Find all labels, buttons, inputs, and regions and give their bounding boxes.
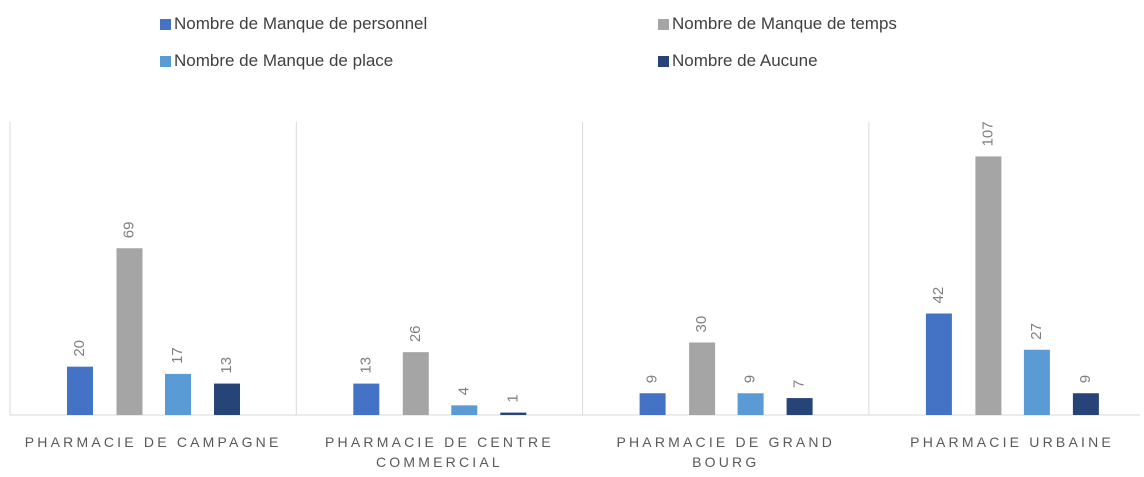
bar (116, 248, 143, 415)
bar (451, 405, 478, 415)
bar (737, 393, 764, 415)
data-label: 30 (693, 316, 710, 333)
legend-item: Nombre de Manque de place (160, 51, 393, 71)
data-label: 27 (1028, 323, 1045, 340)
legend-swatch (658, 55, 669, 67)
bar (353, 383, 380, 415)
bar (975, 156, 1002, 415)
bar (165, 373, 191, 415)
data-label: 42 (930, 287, 947, 304)
data-label: 9 (1077, 375, 1094, 383)
bar (786, 398, 813, 415)
data-label: 7 (791, 380, 808, 388)
x-tick-label: PHARMACIE URBAINE (910, 434, 1114, 450)
bar (639, 393, 666, 415)
x-tick-label: PHARMACIE DE CENTRE COMMERCIAL (325, 434, 554, 470)
legend-item: Nombre de Aucune (658, 51, 818, 71)
data-label: 4 (455, 387, 472, 395)
data-label: 13 (357, 357, 374, 374)
bar (402, 352, 429, 415)
data-label: 69 (120, 222, 137, 239)
data-label: 107 (979, 121, 996, 146)
bar (500, 412, 527, 415)
legend-item: Nombre de Manque de personnel (160, 14, 427, 34)
data-label: 13 (218, 357, 235, 374)
bar (1072, 393, 1099, 415)
bar (689, 342, 716, 415)
data-label: 17 (169, 347, 186, 364)
data-label: 9 (742, 375, 759, 383)
x-tick-label: PHARMACIE DE GRAND BOURG (616, 434, 836, 470)
legend-swatch (658, 18, 669, 30)
legend-swatch (160, 18, 171, 30)
legend-label: Nombre de Manque de place (174, 51, 394, 70)
legend-swatch (160, 55, 171, 67)
data-label: 26 (407, 325, 424, 342)
data-label: 9 (644, 375, 661, 383)
bar (214, 383, 240, 415)
bar (67, 366, 93, 415)
x-tick-label: PHARMACIE DE CAMPAGNE (24, 434, 282, 450)
bar (925, 313, 952, 415)
legend-item: Nombre de Manque de temps (658, 14, 897, 34)
legend-label: Nombre de Manque de temps (672, 14, 897, 33)
legend-label: Nombre de Manque de personnel (174, 14, 428, 33)
bar (1023, 349, 1050, 415)
legend-label: Nombre de Aucune (672, 51, 818, 70)
data-label: 1 (504, 394, 521, 402)
data-label: 20 (71, 340, 88, 357)
